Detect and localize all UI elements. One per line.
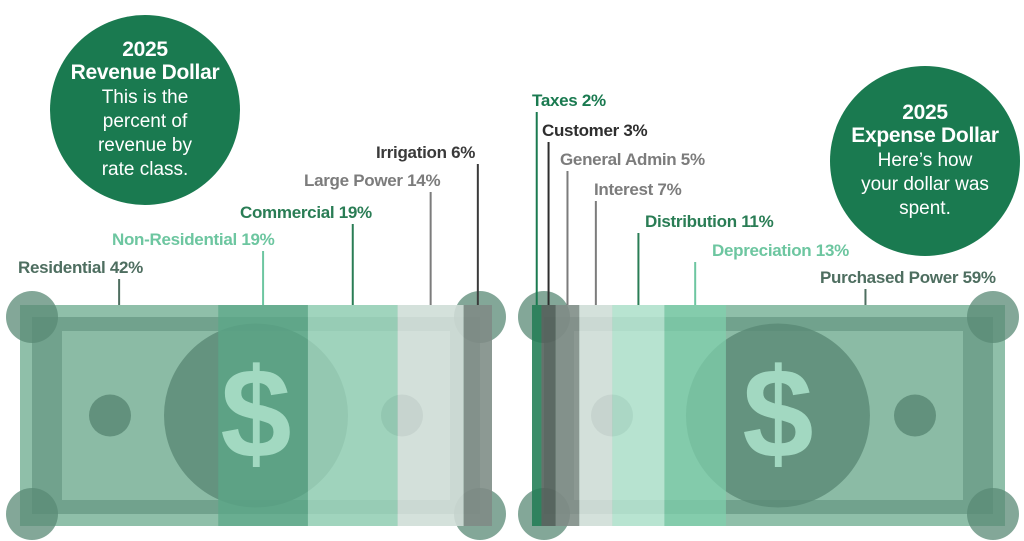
expense-bill-dot-right	[894, 394, 936, 437]
expense-segment-customer	[541, 305, 556, 526]
revenue-label-residential: Residential 42%	[18, 258, 143, 277]
expense-label-customer: Customer 3%	[542, 121, 648, 140]
revenue-label-commercial: Commercial 19%	[240, 203, 372, 222]
revenue-bill-dot-left	[89, 394, 131, 437]
revenue-title: Revenue Dollar	[70, 61, 220, 84]
expense-dollar-sign: $	[742, 343, 813, 486]
revenue-segment-large-power	[397, 305, 464, 526]
revenue-dollar-sign: $	[220, 343, 291, 486]
expense-segment-taxes	[532, 305, 542, 526]
revenue-bill: $ Residential 42% Non-Residential 19% Comme…	[6, 143, 506, 540]
expense-bill: $ Taxes 2% Customer 3% General Admin 5% Inte…	[518, 91, 1019, 540]
revenue-segment-commercial	[307, 305, 398, 526]
revenue-year: 2025	[122, 38, 168, 61]
revenue-label-large-power: Large Power 14%	[304, 171, 440, 190]
expense-segment-distribution	[612, 305, 665, 526]
revenue-label-non-residential: Non-Residential 19%	[112, 230, 275, 249]
expense-label-distribution: Distribution 11%	[645, 212, 774, 231]
expense-segment-interest	[579, 305, 613, 526]
expense-bill-corner-2	[967, 291, 1019, 343]
revenue-segment-irrigation	[463, 305, 492, 526]
revenue-title-badge: 2025 Revenue Dollar This is the percent …	[50, 15, 240, 205]
revenue-description: This is the percent of revenue by rate c…	[97, 87, 192, 180]
revenue-label-irrigation: Irrigation 6%	[376, 143, 475, 162]
revenue-segment-non-residential	[218, 305, 308, 526]
expense-title-badge: 2025 Expense Dollar Here’s how your doll…	[830, 66, 1020, 256]
expense-segment-depreciation	[664, 305, 726, 526]
expense-description: Here’s how your dollar was spent.	[861, 150, 989, 219]
expense-label-depreciation: Depreciation 13%	[712, 241, 849, 260]
expense-bill-corner-4	[967, 488, 1019, 540]
revenue-bill-corner-3	[6, 488, 58, 540]
revenue-bill-corner-1	[6, 291, 58, 343]
expense-label-taxes: Taxes 2%	[532, 91, 606, 110]
expense-label-interest: Interest 7%	[594, 180, 682, 199]
expense-label-purchased-power: Purchased Power 59%	[820, 268, 996, 287]
expense-year: 2025	[902, 101, 948, 124]
expense-bill-portrait-circle	[685, 323, 870, 508]
expense-title: Expense Dollar	[851, 124, 999, 147]
expense-segment-general-admin	[555, 305, 580, 526]
expense-label-general-admin: General Admin 5%	[560, 150, 705, 169]
